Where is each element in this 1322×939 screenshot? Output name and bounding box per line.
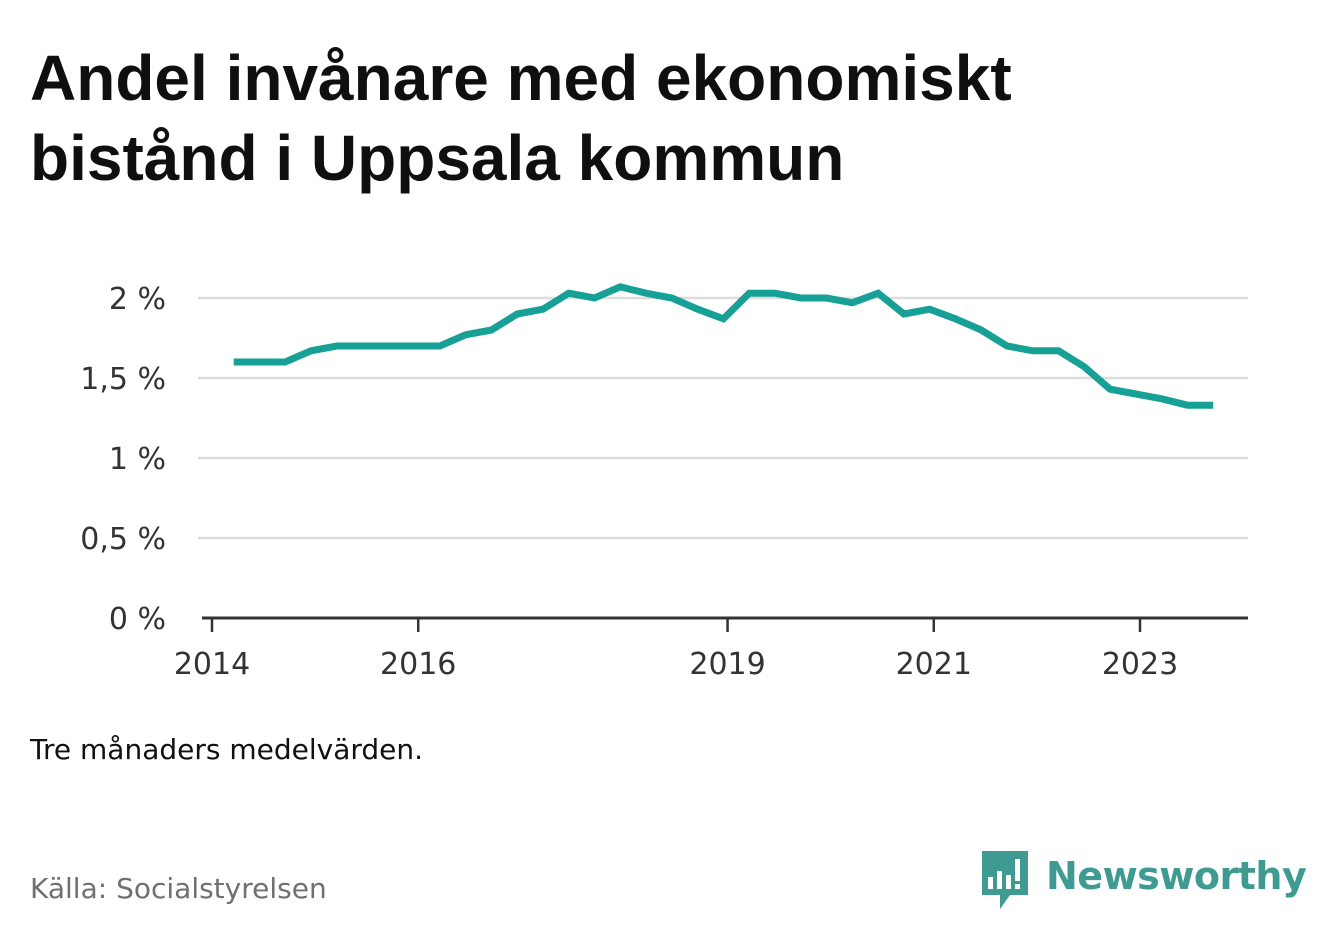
y-tick-label: 1 % — [109, 442, 166, 477]
chart-title-line-1: Andel invånare med ekonomiskt — [30, 42, 1012, 114]
x-tick-label: 2014 — [174, 647, 250, 682]
x-tick-label: 2019 — [689, 647, 765, 682]
source-credit: Källa: Socialstyrelsen — [30, 872, 327, 905]
y-tick-label: 0,5 % — [80, 522, 166, 557]
brand-name: Newsworthy — [1046, 854, 1307, 898]
chart-title: Andel invånare med ekonomiskt bistånd i … — [30, 38, 1230, 198]
x-tick-label: 2023 — [1102, 647, 1178, 682]
y-tick-label: 1,5 % — [80, 362, 166, 397]
x-tick-label: 2021 — [896, 647, 972, 682]
chat-bar-chart-icon — [982, 851, 1028, 909]
x-tick-label: 2016 — [380, 647, 456, 682]
line-chart: 0 % 0,5 % 1 % 1,5 % 2 % 2014 2016 2019 2021 2023 — [80, 282, 1248, 682]
series-layer — [233, 283, 1214, 409]
series-line — [233, 283, 1214, 409]
y-tick-label: 0 % — [109, 602, 166, 637]
chart-note: Tre månaders medelvärden. — [30, 733, 424, 766]
y-axis-ticks: 0 % 0,5 % 1 % 1,5 % 2 % — [80, 282, 166, 637]
brand-logo: Newsworthy — [980, 849, 1307, 911]
chart-title-line-2: bistånd i Uppsala kommun — [30, 122, 845, 194]
gridlines — [198, 296, 1248, 540]
y-tick-label: 2 % — [109, 282, 166, 317]
x-axis-ticks: 2014 2016 2019 2021 2023 — [174, 616, 1248, 682]
